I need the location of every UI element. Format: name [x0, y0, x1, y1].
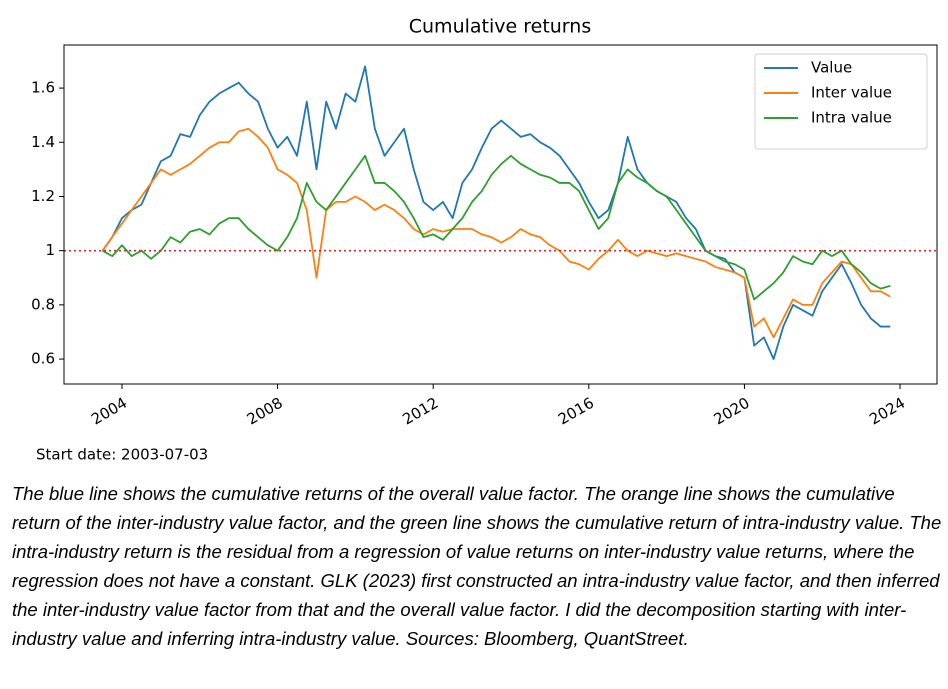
caption: The blue line shows the cumulative retur… [12, 483, 942, 649]
y-tick-label: 1.2 [31, 187, 55, 205]
data-line [101, 127, 891, 339]
y-tick-label: 1.6 [31, 79, 55, 97]
chart: Cumulative returns Start date: 2003-07-0… [31, 16, 938, 464]
data-line [102, 154, 891, 301]
plot-frame [63, 44, 938, 385]
x-tick-label: 2024 [866, 394, 908, 429]
legend-label: Intra value [811, 109, 892, 127]
y-tick-label: 1.4 [31, 133, 55, 151]
legend-label: Value [811, 59, 852, 77]
x-tick-label: 2016 [555, 394, 597, 429]
x-tick-label: 2004 [88, 394, 130, 429]
y-tick-label: 0.6 [31, 350, 55, 368]
data-line [101, 65, 891, 360]
y-tick-label: 1 [45, 241, 55, 259]
legend-box [754, 53, 928, 150]
y-tick-label: 0.8 [31, 295, 55, 313]
legend-label: Inter value [811, 84, 892, 102]
chart-title: Cumulative returns [409, 16, 591, 38]
x-tick-label: 2020 [711, 394, 753, 429]
x-tick-label: 2008 [244, 394, 286, 429]
annotation: Start date: 2003-07-03 [36, 446, 208, 464]
x-tick-label: 2012 [399, 394, 441, 429]
